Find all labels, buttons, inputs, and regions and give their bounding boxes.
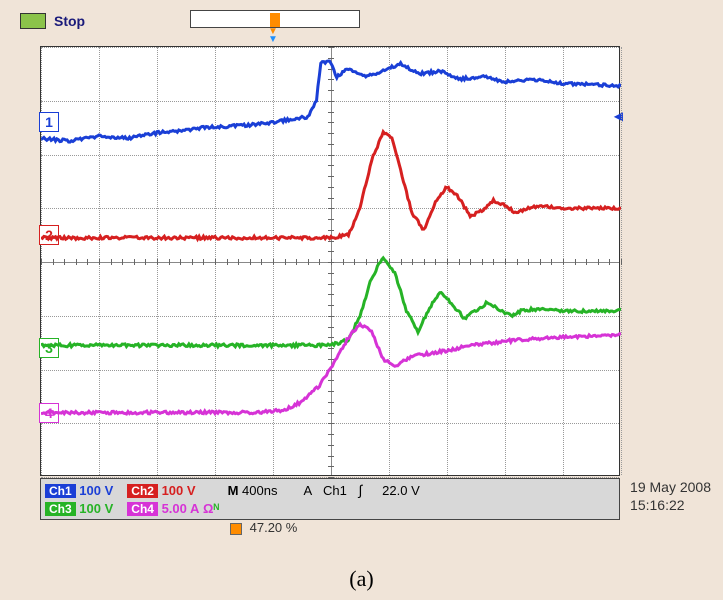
trigger-arrows-icon: [265, 26, 285, 44]
ch4-scale: 5.00 A: [162, 501, 200, 516]
channel-info-bar: Ch1 100 V Ch2 100 V M 400ns A Ch1 ∫ 22.0…: [40, 478, 620, 520]
tek-logo: [20, 13, 46, 29]
timebase-label: M: [228, 483, 239, 498]
trig-source: Ch1: [323, 483, 347, 498]
percent-value: 47.20 %: [250, 520, 298, 535]
ch1-label-box: Ch1: [45, 484, 76, 498]
trig-coupling: A: [303, 483, 311, 498]
ch2-label-box: Ch2: [127, 484, 158, 498]
ch3-scale: 100 V: [79, 501, 113, 516]
ch4-impedance: Ω: [203, 501, 213, 516]
ch2-scale: 100 V: [162, 483, 196, 498]
run-state: Stop: [54, 13, 85, 29]
waveform-ch2: [41, 132, 621, 240]
datetime-display: 19 May 2008 15:16:22: [630, 478, 711, 514]
trig-level: 22.0 V: [382, 483, 420, 498]
rising-edge-icon: ∫: [359, 482, 371, 498]
percent-marker-icon: [230, 523, 242, 535]
ch3-label-box: Ch3: [45, 502, 76, 516]
trigger-percent: 47.20 %: [230, 520, 297, 535]
waveform-ch4: [41, 324, 621, 414]
figure-caption: (a): [0, 566, 723, 592]
ch1-scale: 100 V: [79, 483, 113, 498]
time-text: 15:16:22: [630, 496, 711, 514]
top-bar: Stop: [20, 10, 620, 32]
ch4-label-box: Ch4: [127, 502, 158, 516]
waveform-svg: [41, 47, 621, 477]
waveform-ch3: [41, 258, 621, 347]
trigger-marker: [270, 13, 280, 27]
waveform-ch1: [41, 61, 621, 142]
date-text: 19 May 2008: [630, 478, 711, 496]
waveform-display: ◀ 1234: [40, 46, 620, 476]
timebase-value: 400ns: [242, 483, 277, 498]
oscilloscope-area: Stop ◀ 1234 Ch1 100 V Ch2 100 V M 400ns …: [20, 10, 620, 525]
